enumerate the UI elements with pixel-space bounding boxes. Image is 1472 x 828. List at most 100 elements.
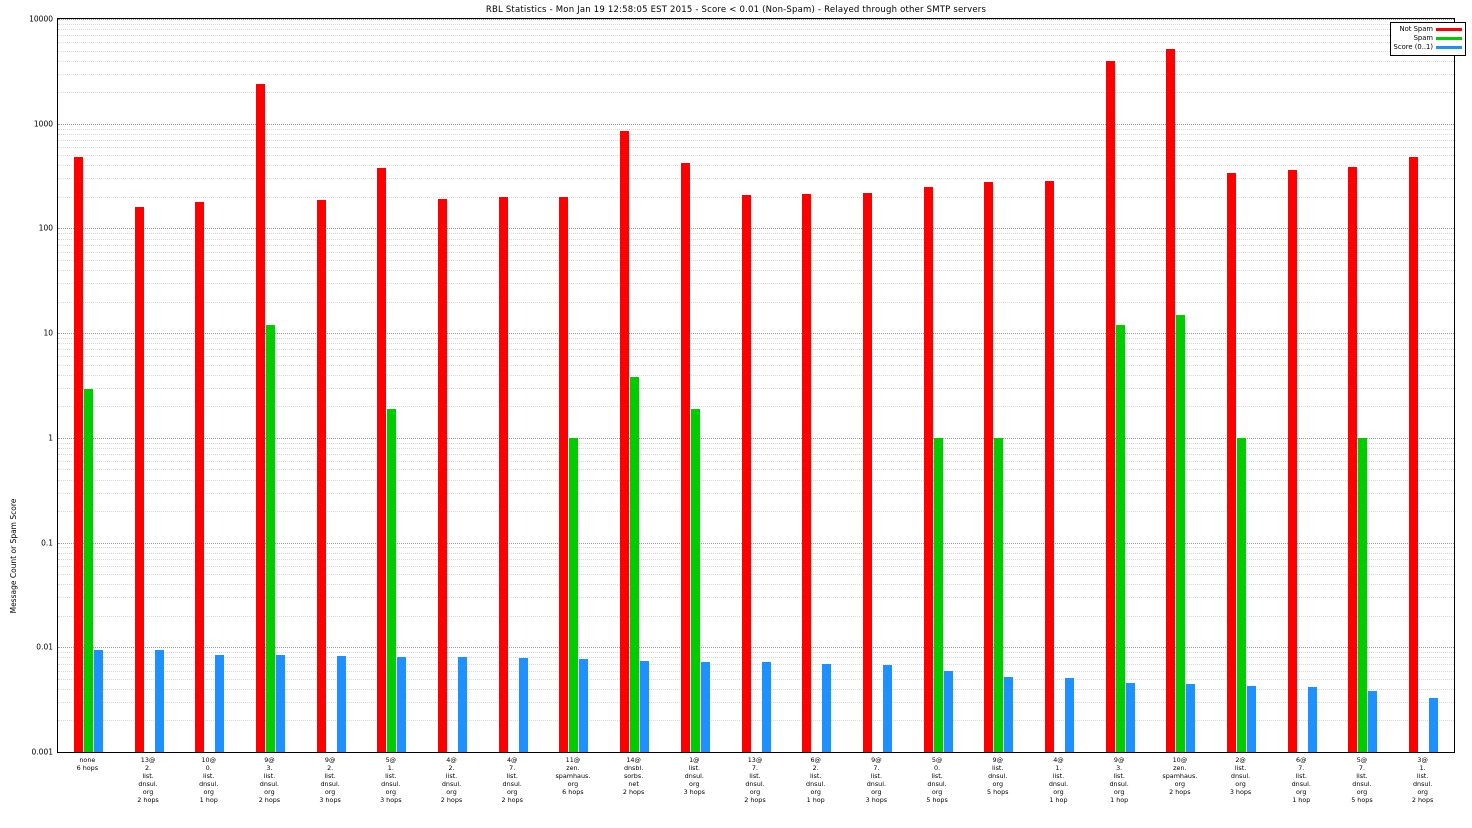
- x-tick-label: 10@ zen. spamhaus. org 2 hops: [1162, 756, 1198, 797]
- bar-notspam: [134, 207, 144, 752]
- minor-gridline: [58, 343, 1454, 345]
- bar-spam: [83, 389, 93, 752]
- minor-gridline: [58, 492, 1454, 494]
- bar-score: [640, 660, 650, 752]
- minor-gridline: [58, 387, 1454, 389]
- bar-score: [822, 664, 832, 752]
- bar-score: [1429, 697, 1439, 752]
- bar-notspam: [1287, 170, 1297, 752]
- minor-gridline: [58, 35, 1454, 37]
- bar-score: [93, 650, 103, 752]
- x-tick-label: 5@ 0. list. dnsul. org 5 hops: [926, 756, 948, 805]
- bar-notspam: [73, 157, 83, 752]
- x-tick-label: 9@ list. dnsul. org 5 hops: [987, 756, 1009, 797]
- minor-gridline: [58, 670, 1454, 672]
- minor-gridline: [58, 92, 1454, 94]
- minor-gridline: [58, 301, 1454, 303]
- bar-spam: [994, 437, 1004, 752]
- bar-score: [1186, 683, 1196, 752]
- minor-gridline: [58, 565, 1454, 567]
- x-tick-label: 13@ 2. list. dnsul. org 2 hops: [137, 756, 159, 805]
- minor-gridline: [58, 178, 1454, 180]
- bar-score: [215, 654, 225, 752]
- bar-score: [275, 655, 285, 752]
- minor-gridline: [58, 461, 1454, 463]
- bar-score: [1004, 677, 1014, 752]
- x-tick-label: 6@ 7. list. dnsul. org 1 hop: [1291, 756, 1311, 805]
- gridline: [58, 333, 1454, 335]
- minor-gridline: [58, 165, 1454, 167]
- minor-gridline: [58, 283, 1454, 285]
- minor-gridline: [58, 657, 1454, 659]
- bar-notspam: [1227, 172, 1237, 752]
- minor-gridline: [58, 155, 1454, 157]
- minor-gridline: [58, 374, 1454, 376]
- minor-gridline: [58, 244, 1454, 246]
- gridline: [58, 752, 1454, 753]
- bar-spam: [1115, 324, 1125, 752]
- legend-swatch-not-spam: [1436, 28, 1462, 31]
- bar-notspam: [680, 163, 690, 752]
- minor-gridline: [58, 50, 1454, 52]
- minor-gridline: [58, 406, 1454, 408]
- x-tick-label: 2@ list. dnsul. org 3 hops: [1229, 756, 1252, 797]
- legend-item-score: Score (0..1): [1394, 43, 1462, 52]
- bar-score: [1064, 677, 1074, 752]
- bar-spam: [569, 437, 579, 752]
- bar-score: [458, 656, 468, 752]
- minor-gridline: [58, 270, 1454, 272]
- bar-score: [336, 655, 346, 752]
- minor-gridline: [58, 702, 1454, 704]
- minor-gridline: [58, 139, 1454, 141]
- minor-gridline: [58, 337, 1454, 339]
- bar-spam: [933, 437, 943, 752]
- x-tick-label: 4@ 7. list. dnsul. org 2 hops: [501, 756, 523, 805]
- x-tick-label: 9@ 3. list. dnsul. org 2 hops: [258, 756, 281, 805]
- bar-score: [882, 665, 892, 752]
- minor-gridline: [58, 259, 1454, 261]
- bar-notspam: [1409, 157, 1419, 752]
- bar-score: [700, 661, 710, 752]
- bar-score: [1247, 685, 1257, 752]
- y-tick-label: 10000: [29, 14, 53, 24]
- y-tick-label: 100: [38, 223, 53, 233]
- bar-notspam: [984, 181, 994, 752]
- x-tick-label: 9@ 2. list. dnsul. org 3 hops: [319, 756, 341, 805]
- gridline: [58, 123, 1454, 125]
- legend: Not Spam Spam Score (0..1): [1389, 22, 1466, 56]
- bar-spam: [1237, 437, 1247, 752]
- bar-spam: [265, 324, 275, 752]
- minor-gridline: [58, 356, 1454, 358]
- minor-gridline: [58, 442, 1454, 444]
- y-axis-title: Message Count or Spam Score: [9, 498, 18, 614]
- minor-gridline: [58, 128, 1454, 130]
- legend-swatch-score: [1436, 46, 1462, 49]
- minor-gridline: [58, 678, 1454, 680]
- minor-gridline: [58, 73, 1454, 75]
- minor-gridline: [58, 238, 1454, 240]
- minor-gridline: [58, 558, 1454, 560]
- bar-notspam: [923, 186, 933, 752]
- y-tick-label: 0.001: [31, 747, 53, 757]
- bar-score: [518, 658, 528, 752]
- y-tick-label: 0.01: [36, 642, 53, 652]
- bar-score: [579, 658, 589, 752]
- minor-gridline: [58, 29, 1454, 31]
- y-tick-label: 1: [48, 433, 53, 443]
- bar-notspam: [559, 196, 569, 752]
- minor-gridline: [58, 511, 1454, 513]
- bar-notspam: [1166, 48, 1176, 752]
- bar-notspam: [377, 167, 387, 752]
- legend-swatch-spam: [1436, 37, 1462, 40]
- gridline: [58, 228, 1454, 230]
- x-tick-label: 13@ 7. list. dnsul. org 2 hops: [744, 756, 766, 805]
- gridline: [58, 19, 1454, 20]
- x-tick-label: 14@ dnsbl. sorbs. net 2 hops: [622, 756, 645, 797]
- x-tick-label: 11@ zen. spamhaus. org 6 hops: [555, 756, 591, 797]
- bar-notspam: [316, 200, 326, 752]
- x-tick-label: 6@ 2. list. dnsul. org 1 hop: [806, 756, 826, 805]
- bar-spam: [387, 408, 397, 752]
- x-tick-label: 10@ 0. list. dnsul. org 1 hop: [199, 756, 219, 805]
- bar-notspam: [195, 201, 205, 752]
